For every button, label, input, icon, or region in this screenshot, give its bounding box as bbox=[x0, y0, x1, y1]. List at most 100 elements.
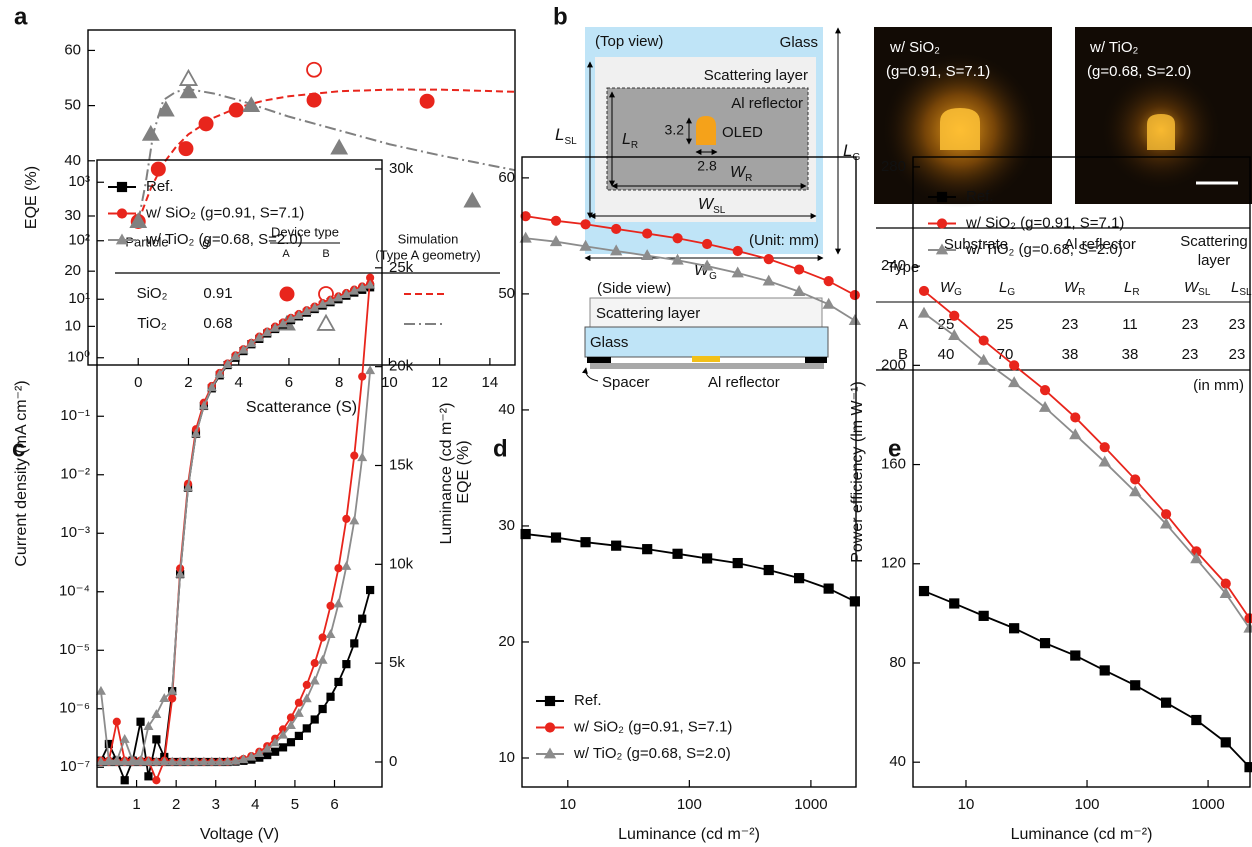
data-point bbox=[214, 369, 225, 378]
panel-label: e bbox=[888, 435, 901, 462]
plot-frame bbox=[521, 156, 857, 788]
y-tick-label: 10⁰ bbox=[67, 349, 90, 366]
data-point bbox=[270, 737, 281, 747]
data-point bbox=[1008, 376, 1021, 388]
y-tick-label: 60 bbox=[498, 169, 515, 186]
y-tick-label: 30 bbox=[64, 207, 81, 224]
x-tick-label: 1 bbox=[132, 796, 140, 813]
y-tick-label: 60 bbox=[64, 41, 81, 58]
dimension-main: W bbox=[730, 164, 747, 181]
data-point bbox=[949, 598, 960, 609]
data-point bbox=[580, 219, 591, 230]
y-tick-label: 10⁻⁷ bbox=[60, 758, 90, 775]
data-point bbox=[732, 557, 743, 569]
x-tick-label: 0 bbox=[134, 374, 142, 391]
data-point bbox=[135, 756, 146, 766]
data-point bbox=[1244, 762, 1252, 773]
y-tick-label: 10³ bbox=[68, 173, 90, 190]
y-tick-label: 20 bbox=[64, 262, 81, 279]
table-subheader: WR bbox=[1064, 279, 1085, 298]
x-tick-label: 10 bbox=[559, 796, 576, 813]
series-line bbox=[100, 370, 372, 763]
x-axis-label: Luminance (cd m⁻²) bbox=[1011, 826, 1153, 843]
diagram-label: Scattering layer bbox=[704, 67, 808, 84]
x-tick-label: 3 bbox=[212, 796, 220, 813]
x-tick-label: 4 bbox=[251, 796, 259, 813]
legend-label: Ref. bbox=[966, 188, 994, 205]
diagram-label: (Side view) bbox=[597, 280, 671, 297]
data-point bbox=[1243, 621, 1252, 633]
series-line bbox=[525, 237, 856, 322]
top-view-schematic: (Top view) Glass Scattering layer Al ref… bbox=[555, 27, 860, 282]
data-point bbox=[326, 692, 335, 701]
spacer bbox=[587, 357, 611, 363]
data-point bbox=[302, 680, 311, 690]
series-line bbox=[923, 312, 1251, 629]
data-point bbox=[230, 351, 241, 361]
data-point bbox=[349, 515, 360, 525]
legend-table-text: A bbox=[282, 248, 290, 260]
dimension-main: L bbox=[555, 125, 564, 144]
table-header: Substrate bbox=[944, 236, 1008, 253]
series-line bbox=[923, 590, 1251, 768]
y-tick-label: 160 bbox=[881, 456, 906, 473]
data-point bbox=[849, 596, 860, 607]
data-point bbox=[127, 756, 138, 766]
table-subheader: LR bbox=[1124, 279, 1140, 298]
data-point bbox=[334, 564, 343, 573]
data-point bbox=[342, 514, 351, 523]
data-point bbox=[175, 756, 186, 766]
simulation-curve bbox=[137, 88, 516, 222]
data-point bbox=[358, 614, 367, 623]
subheader-main: W bbox=[1184, 279, 1200, 296]
data-point bbox=[178, 68, 199, 86]
data-point bbox=[763, 564, 774, 576]
x-tick-label: 6 bbox=[330, 796, 338, 813]
diagram-label: Glass bbox=[590, 334, 628, 351]
y-tick-label: 40 bbox=[498, 401, 515, 418]
data-point bbox=[341, 560, 352, 570]
photo-pixel bbox=[1147, 114, 1175, 150]
data-point bbox=[206, 756, 217, 766]
data-point bbox=[977, 353, 990, 365]
data-point bbox=[702, 238, 713, 250]
subheader-sub: R bbox=[1078, 287, 1085, 298]
photo-caption: (g=0.91, S=7.1) bbox=[886, 63, 990, 80]
dimension-label: LG bbox=[843, 141, 860, 162]
data-point bbox=[151, 709, 162, 718]
data-point bbox=[333, 292, 344, 302]
data-point bbox=[198, 400, 209, 410]
table-cell: 11 bbox=[1122, 316, 1138, 333]
y-tick-label: 20 bbox=[498, 633, 515, 650]
x-tick-label: 12 bbox=[431, 374, 448, 391]
data-point bbox=[95, 756, 106, 766]
data-point bbox=[156, 100, 175, 117]
data-point bbox=[1191, 714, 1202, 726]
data-point bbox=[159, 693, 170, 703]
dimension-sub: G bbox=[709, 271, 717, 282]
data-point bbox=[301, 306, 312, 315]
data-point bbox=[550, 532, 562, 543]
data-point bbox=[978, 610, 989, 621]
data-point bbox=[1038, 400, 1052, 412]
data-point bbox=[978, 335, 989, 346]
subheader-main: W bbox=[940, 279, 956, 296]
subheader-main: L bbox=[999, 279, 1007, 296]
glass-layer bbox=[584, 326, 829, 358]
data-point bbox=[143, 756, 154, 766]
photo: w/ TiO₂ (g=0.68, S=2.0) bbox=[1075, 27, 1252, 204]
legend-marker bbox=[543, 747, 557, 759]
data-point bbox=[1070, 650, 1081, 661]
data-point bbox=[731, 266, 744, 278]
data-point bbox=[294, 698, 303, 707]
data-point bbox=[325, 629, 336, 639]
side-view-schematic: (Side view) Scattering layer Glass Space… bbox=[582, 280, 829, 391]
data-point bbox=[302, 724, 311, 733]
table-header: Al reflector bbox=[1064, 236, 1136, 253]
data-point bbox=[549, 235, 563, 247]
data-point bbox=[1039, 638, 1051, 649]
data-point bbox=[792, 285, 806, 296]
legend-marker bbox=[116, 181, 128, 193]
data-point bbox=[190, 428, 201, 438]
y2-tick-label: 0 bbox=[389, 753, 397, 770]
